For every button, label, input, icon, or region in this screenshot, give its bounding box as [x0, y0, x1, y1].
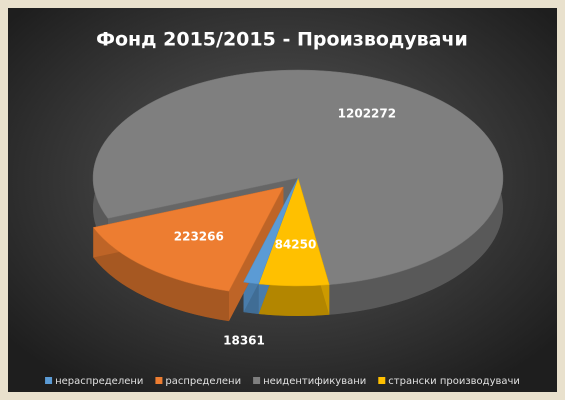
slice-wall — [93, 227, 229, 322]
legend-swatch — [253, 377, 261, 384]
legend-swatch — [45, 377, 53, 384]
data-label: 1202272 — [338, 107, 396, 121]
slice — [92, 186, 284, 292]
legend: нераспределени распределени неидентификува… — [45, 376, 520, 387]
data-label: 223266 — [174, 230, 224, 244]
slice-wall — [258, 283, 330, 316]
slice-tops — [92, 69, 504, 292]
legend-swatch — [155, 377, 163, 384]
legend-label: неидентификувани — [263, 376, 366, 387]
slice — [243, 177, 299, 285]
legend-swatch — [378, 377, 386, 384]
chart-title: Фонд 2015/2015 - Производувачи — [96, 29, 468, 51]
data-label: 84250 — [275, 237, 317, 251]
slice-edge — [228, 187, 284, 322]
legend-label: распределени — [165, 376, 241, 387]
legend-label: странски производувачи — [388, 376, 520, 387]
data-label: 18361 — [223, 333, 265, 347]
legend-label: нераспределени — [55, 376, 143, 387]
